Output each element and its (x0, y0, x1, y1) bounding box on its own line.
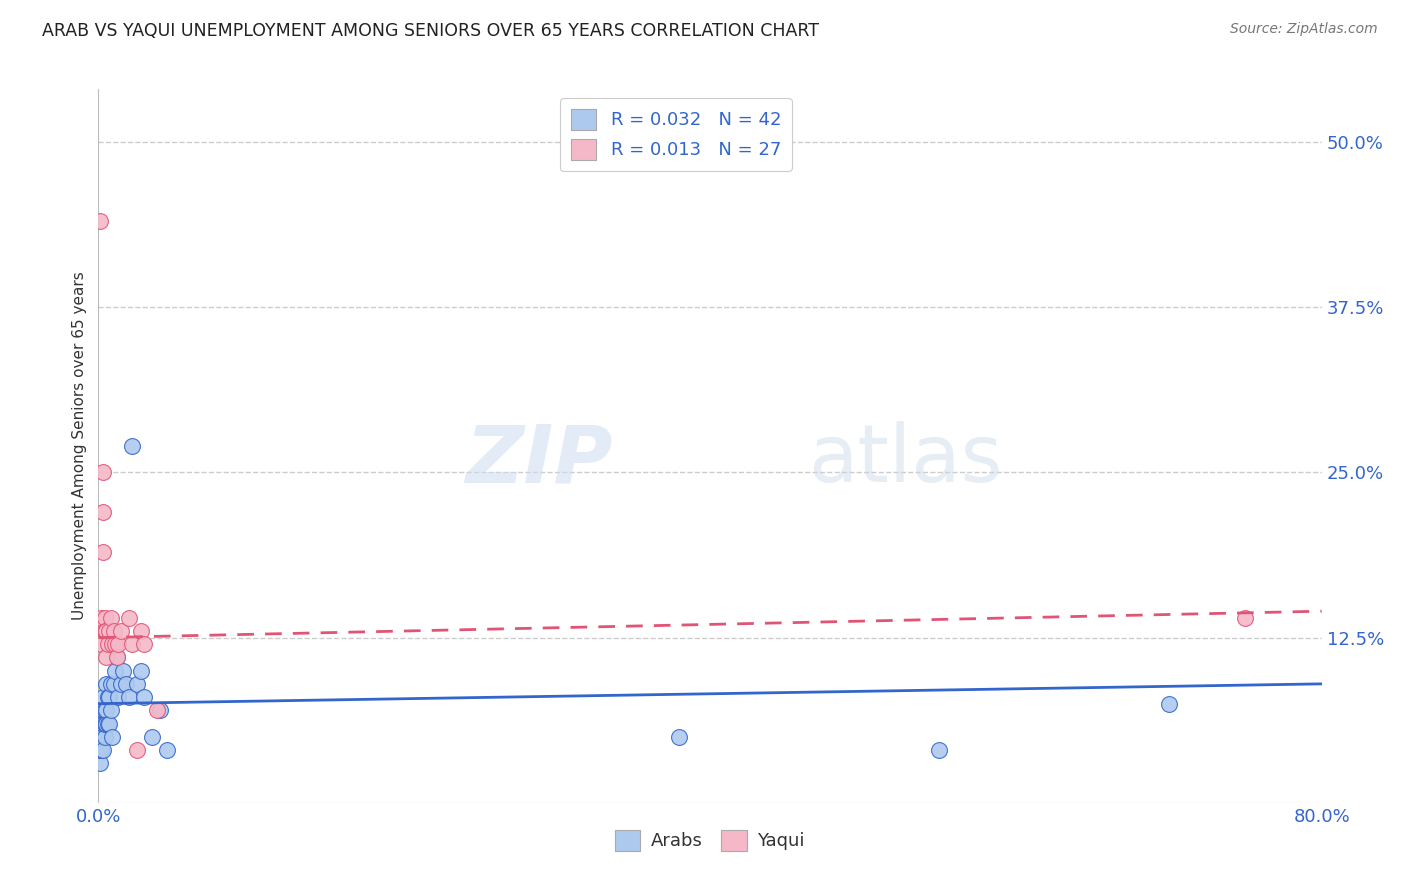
Point (107, 690, 129, 704)
Point (97, 690, 120, 704)
Point (104, 637, 127, 651)
Point (928, 743, 950, 757)
Point (90, 637, 112, 651)
Point (89, 730, 111, 744)
Point (89, 214, 111, 228)
Point (125, 677, 148, 691)
Point (94, 650, 117, 665)
Point (94, 624, 117, 638)
Point (134, 690, 156, 704)
Point (91, 690, 114, 704)
Point (668, 730, 690, 744)
Text: atlas: atlas (808, 421, 1002, 500)
Point (118, 690, 141, 704)
Point (1234, 611, 1257, 625)
Point (100, 703, 122, 717)
Point (134, 637, 156, 651)
Text: Source: ZipAtlas.com: Source: ZipAtlas.com (1230, 22, 1378, 37)
Point (156, 743, 179, 757)
Point (149, 703, 172, 717)
Point (89, 743, 111, 757)
Point (91, 716, 114, 731)
Y-axis label: Unemployment Among Seniors over 65 years: Unemployment Among Seniors over 65 years (72, 272, 87, 620)
Point (125, 743, 148, 757)
Point (98, 690, 121, 704)
Point (103, 677, 125, 691)
Point (98, 624, 121, 638)
Point (118, 611, 141, 625)
Point (101, 730, 124, 744)
Point (93, 730, 115, 744)
Point (89, 624, 111, 638)
Point (93, 703, 115, 717)
Point (94, 677, 117, 691)
Point (129, 664, 152, 678)
Point (115, 677, 138, 691)
Point (105, 650, 128, 665)
Point (94, 716, 117, 731)
Point (91, 743, 114, 757)
Point (141, 730, 163, 744)
Point (90, 703, 112, 717)
Point (91, 466, 114, 480)
Point (104, 664, 127, 678)
Point (105, 650, 128, 665)
Legend: Arabs, Yaqui: Arabs, Yaqui (607, 822, 813, 858)
Point (93, 716, 115, 731)
Point (98, 716, 121, 731)
Point (110, 624, 132, 638)
Point (103, 624, 125, 638)
Text: ZIP: ZIP (465, 421, 612, 500)
Point (91, 505, 114, 519)
Point (89, 716, 111, 731)
Point (90, 730, 112, 744)
Point (121, 439, 143, 453)
Point (90, 611, 112, 625)
Point (111, 664, 134, 678)
Point (121, 637, 143, 651)
Point (107, 637, 129, 651)
Point (89, 756, 111, 771)
Point (97, 716, 120, 731)
Point (101, 637, 124, 651)
Point (1157, 697, 1180, 711)
Point (100, 677, 122, 691)
Text: ARAB VS YAQUI UNEMPLOYMENT AMONG SENIORS OVER 65 YEARS CORRELATION CHART: ARAB VS YAQUI UNEMPLOYMENT AMONG SENIORS… (42, 22, 820, 40)
Point (110, 677, 132, 691)
Point (91, 703, 114, 717)
Point (97, 637, 120, 651)
Point (93, 624, 115, 638)
Point (94, 703, 117, 717)
Point (145, 703, 167, 717)
Point (91, 545, 114, 559)
Point (100, 611, 122, 625)
Point (93, 611, 115, 625)
Point (129, 624, 152, 638)
Point (90, 743, 112, 757)
